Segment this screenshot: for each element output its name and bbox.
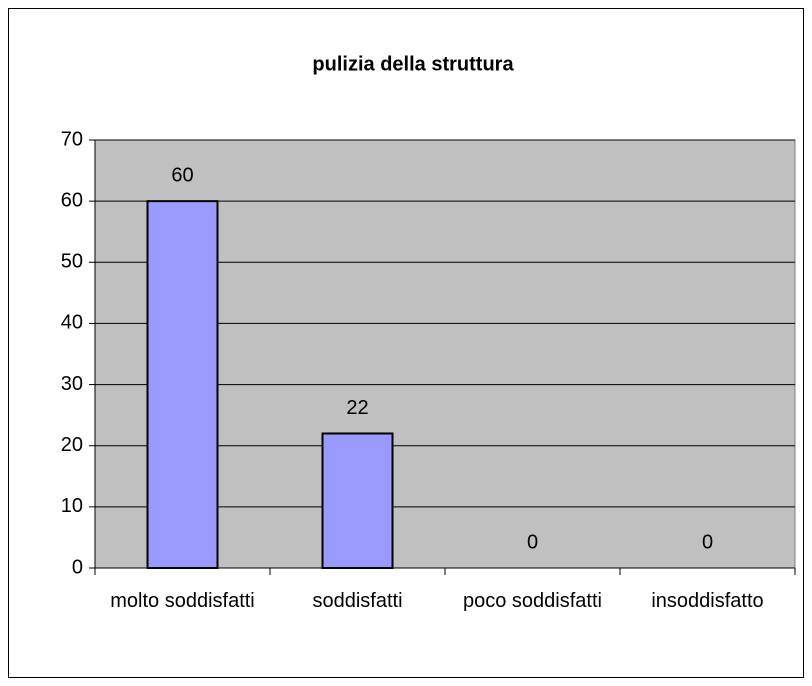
y-tick-label: 60 <box>61 189 83 211</box>
x-tick-label: molto soddisfatti <box>110 590 255 612</box>
y-tick-label: 0 <box>72 556 83 578</box>
data-label: 0 <box>702 531 713 553</box>
x-tick-label: poco soddisfatti <box>463 590 602 612</box>
bar <box>146 200 219 569</box>
y-tick-label: 10 <box>61 495 83 517</box>
y-tick-label: 70 <box>61 128 83 150</box>
y-tick-label: 30 <box>61 373 83 395</box>
y-tick-label: 40 <box>61 312 83 334</box>
data-label: 0 <box>527 531 538 553</box>
chart-title: pulizia della struttura <box>312 53 514 75</box>
y-tick-label: 20 <box>61 434 83 456</box>
data-label: 60 <box>171 164 193 186</box>
x-tick-label: soddisfatti <box>312 590 403 612</box>
data-label: 22 <box>346 397 368 419</box>
x-tick-label: insoddisfatto <box>651 590 764 612</box>
bar <box>321 432 394 569</box>
y-tick-label: 50 <box>61 251 83 273</box>
